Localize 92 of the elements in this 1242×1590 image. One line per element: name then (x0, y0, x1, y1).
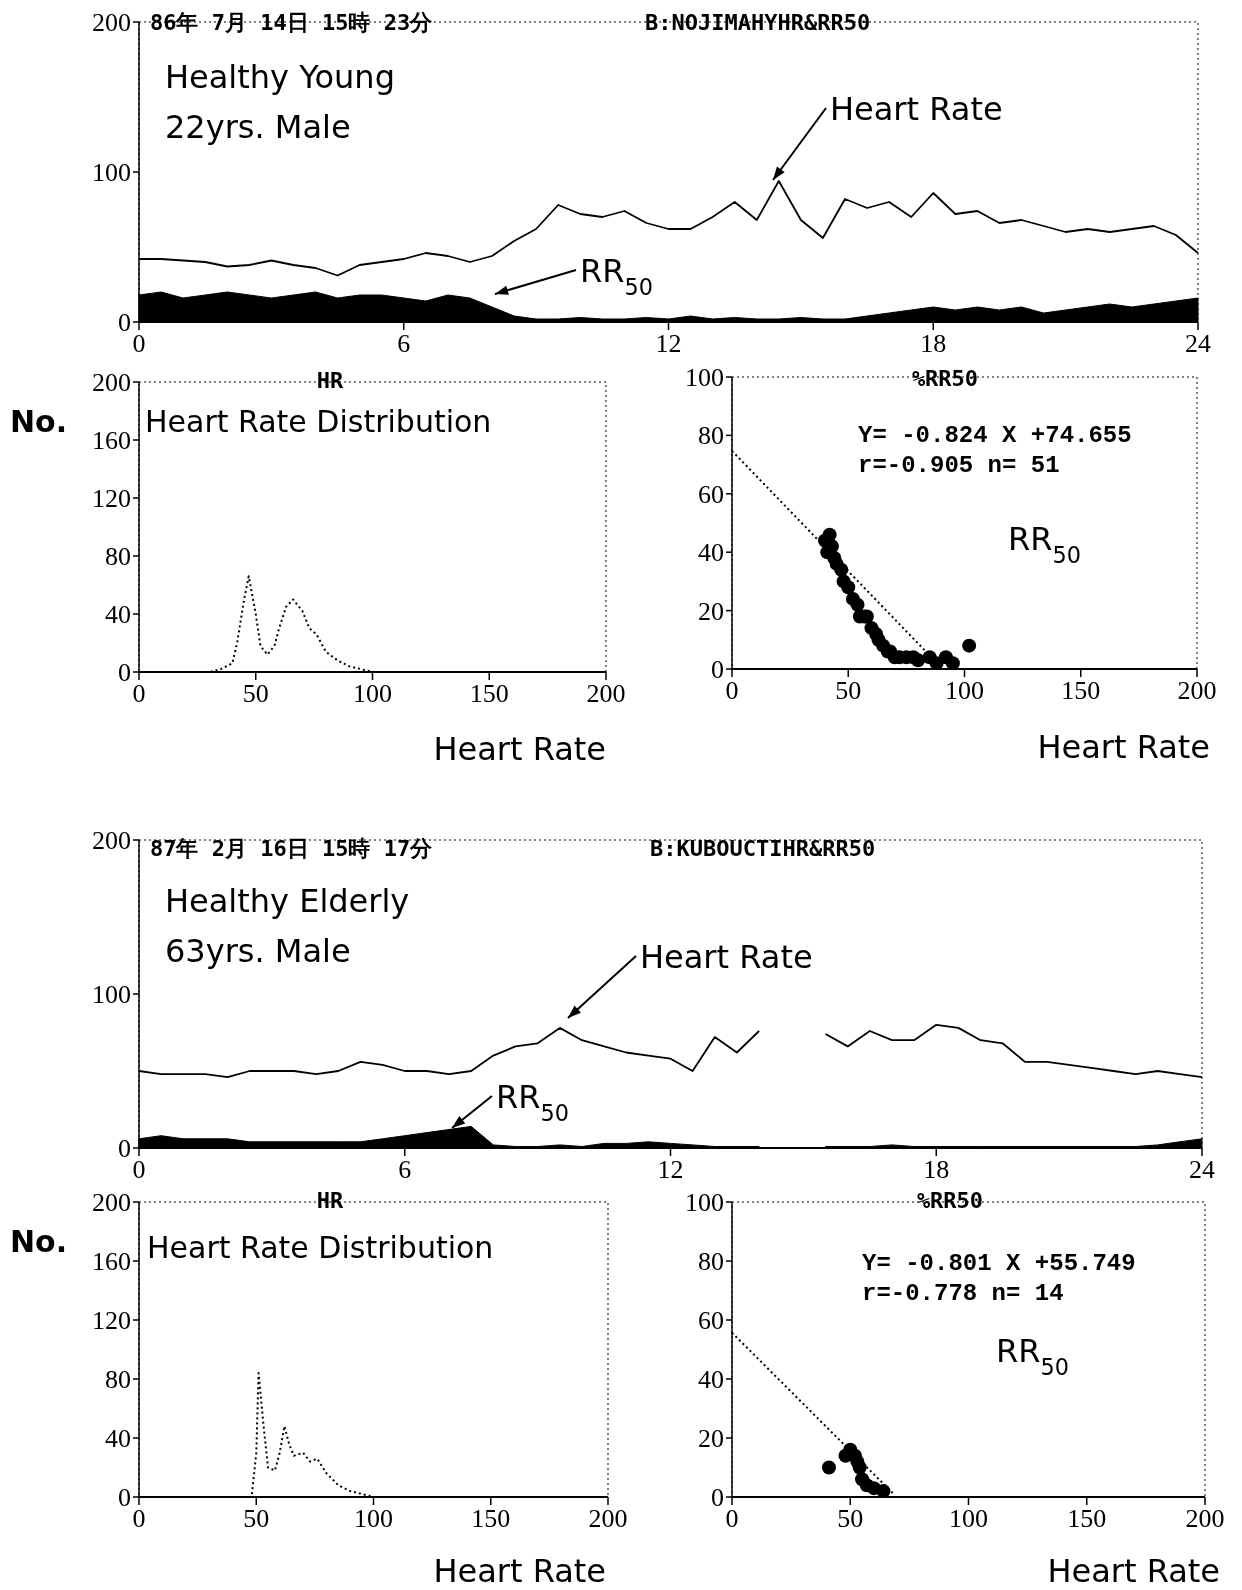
chart-subtitle: B:NOJIMAHYHR&RR50 (645, 10, 871, 35)
chart-title: HR (316, 368, 344, 393)
x-tick-label: 100 (949, 1504, 988, 1533)
series-label: Heart Rate (640, 938, 813, 976)
x-tick-label: 100 (353, 679, 392, 708)
x-tick-label: 18 (923, 1155, 950, 1184)
x-tick-label: 200 (1185, 1504, 1225, 1533)
x-tick-label: 100 (945, 676, 984, 705)
y-tick-label: 160 (92, 1247, 131, 1276)
y-tick-label: 80 (698, 1247, 724, 1276)
x-tick-label: 24 (1185, 329, 1211, 358)
y-tick-label: 200 (92, 826, 131, 855)
y-tick-label: 40 (105, 1424, 131, 1453)
chart-title: %RR50 (911, 366, 979, 391)
y-axis-title: No. (10, 404, 68, 439)
y-tick-label: 120 (92, 484, 131, 513)
point (945, 656, 960, 671)
y-tick-label: 0 (711, 655, 724, 684)
y-tick-label: 120 (92, 1306, 131, 1335)
y-tick-label: 0 (118, 1483, 131, 1512)
y-tick-label: 100 (685, 363, 724, 392)
legend-label: RR$_{50}$ (580, 252, 653, 300)
y-tick-label: 100 (92, 980, 131, 1009)
x-tick-label: 150 (471, 1504, 511, 1533)
chart-title: 87年 2月 16日 15時 17分 (150, 836, 434, 861)
chart-subtitle: B:KUBOUCTIHR&RR50 (650, 836, 876, 861)
x-tick-label: 50 (835, 676, 862, 705)
x-tick-label: 100 (354, 1504, 393, 1533)
y-tick-label: 60 (698, 1306, 724, 1335)
x-tick-label: 24 (1189, 1155, 1215, 1184)
point (822, 527, 837, 542)
y-tick-label: 60 (698, 479, 724, 509)
chart-title: HR (316, 1188, 344, 1213)
x-axis-title: Heart Rate (433, 1552, 606, 1590)
x-axis-title: Heart Rate (1047, 1552, 1220, 1590)
x-tick-label: 150 (469, 679, 509, 708)
x-tick-label: 200 (588, 1504, 628, 1533)
point (962, 638, 977, 653)
y-tick-label: 200 (92, 8, 131, 37)
text: RR$_{50}$ (1008, 520, 1081, 568)
x-tick-label: 12 (655, 329, 682, 358)
y-tick-label: 20 (698, 596, 724, 626)
annotation: Y= -0.824 X +74.655 (858, 422, 1132, 449)
annotation: 63yrs. Male (165, 932, 351, 970)
legend-label: RR$_{50}$ (496, 1078, 569, 1126)
annotation: Heart Rate Distribution (147, 1230, 494, 1265)
y-tick-label: 160 (92, 426, 131, 455)
chart-title: %RR50 (916, 1188, 984, 1213)
y-tick-label: 40 (698, 538, 724, 568)
x-axis-title: Heart Rate (1037, 728, 1210, 766)
point (911, 653, 925, 668)
point (850, 597, 865, 612)
x-tick-label: 18 (920, 329, 947, 358)
y-tick-label: 0 (118, 658, 131, 687)
x-tick-label: 6 (398, 1155, 412, 1184)
annotation: r=-0.778 n= 14 (862, 1280, 1064, 1307)
y-tick-label: 40 (105, 600, 131, 629)
x-tick-label: 150 (1061, 676, 1101, 705)
text: RR$_{50}$ (996, 1332, 1069, 1380)
y-tick-label: 0 (711, 1483, 724, 1512)
text: Heart Rate (830, 90, 1003, 128)
point (821, 1460, 836, 1475)
point (852, 1460, 867, 1475)
annotation: Heart Rate Distribution (145, 404, 492, 439)
y-tick-label: 200 (92, 368, 131, 397)
y-tick-label: 200 (92, 1188, 131, 1217)
x-tick-label: 200 (1177, 676, 1217, 705)
y-tick-label: 100 (92, 158, 131, 187)
x-tick-label: 50 (837, 1504, 864, 1533)
x-tick-label: 12 (657, 1155, 684, 1184)
y-axis-title: No. (10, 1224, 68, 1259)
y-tick-label: 40 (698, 1365, 724, 1394)
x-tick-label: 6 (397, 329, 411, 358)
x-axis-title: Heart Rate (433, 730, 606, 768)
annotation: 22yrs. Male (165, 108, 351, 146)
x-tick-label: 50 (243, 1504, 270, 1533)
chart-title: 86年 7月 14日 15時 23分 (150, 10, 434, 35)
x-tick-label: 50 (242, 679, 269, 708)
annotation: r=-0.905 n= 51 (858, 452, 1060, 479)
annotation: Y= -0.801 X +55.749 (862, 1250, 1136, 1277)
y-tick-label: 0 (118, 308, 131, 337)
y-tick-label: 80 (698, 421, 724, 451)
annotation: Healthy Young (165, 58, 395, 96)
y-tick-label: 100 (685, 1188, 724, 1217)
point (841, 580, 856, 595)
x-tick-label: 200 (586, 679, 626, 708)
y-tick-label: 20 (698, 1424, 724, 1453)
y-tick-label: 80 (105, 1365, 131, 1394)
x-tick-label: 150 (1067, 1504, 1107, 1533)
y-tick-label: 80 (105, 542, 131, 571)
annotation: Healthy Elderly (165, 882, 410, 920)
y-tick-label: 0 (118, 1134, 131, 1163)
